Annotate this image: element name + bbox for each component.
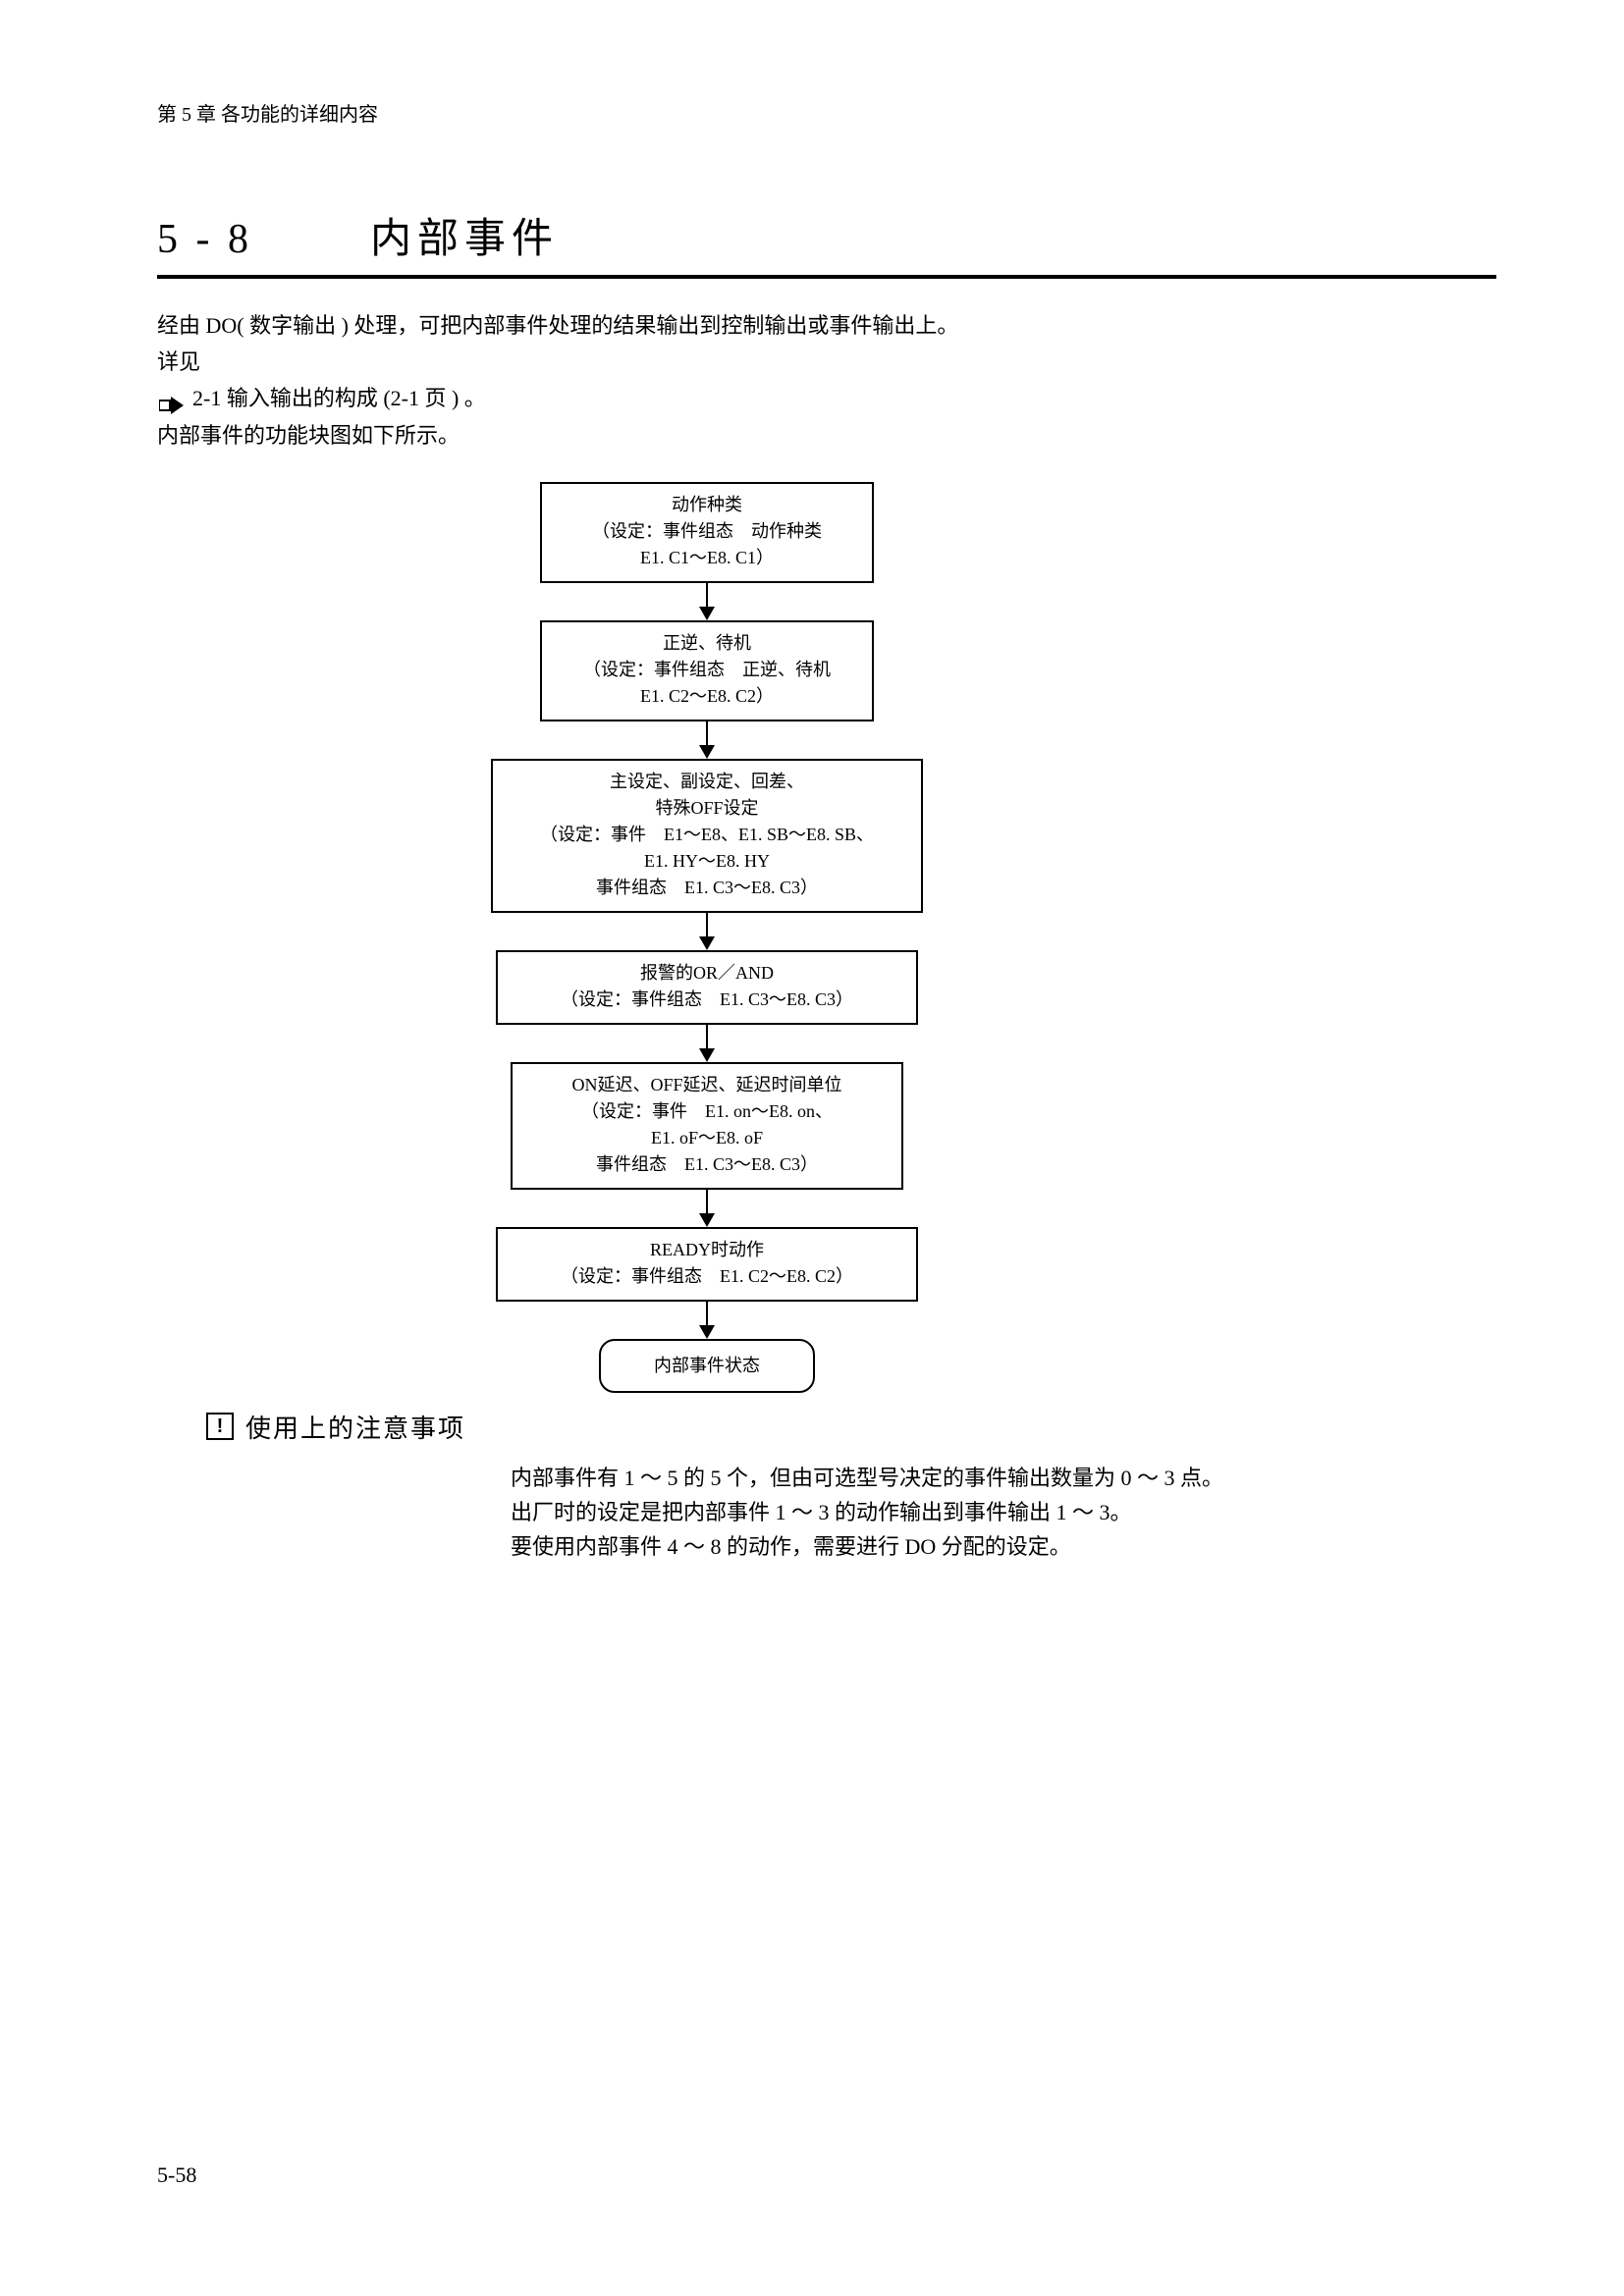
pointer-icon (157, 390, 187, 407)
flowchart-node-n1: 动作种类（设定：事件组态 动作种类E1. C1～E8. C1） (540, 482, 874, 583)
section-heading: 5 - 8 内部事件 (157, 205, 1496, 279)
intro-line-2: 详见 (157, 345, 1496, 379)
flowchart-node-line: （设定：事件 E1. on～E8. on、 (526, 1098, 888, 1125)
flowchart-node-line: 事件组态 E1. C3～E8. C3） (526, 1151, 888, 1178)
note-line: 要使用内部事件 4 ～ 8 的动作，需要进行 DO 分配的设定。 (511, 1529, 1496, 1564)
flowchart-node-line: 内部事件状态 (615, 1353, 799, 1379)
flowchart-node-line: （设定：事件组态 E1. C2～E8. C2） (512, 1263, 902, 1290)
note-body: 内部事件有 1 ～ 5 的 5 个，但由可选型号决定的事件输出数量为 0 ～ 3… (511, 1461, 1496, 1565)
flowchart-node-n3: 主设定、副设定、回差、特殊OFF设定（设定：事件 E1～E8、E1. SB～E8… (491, 759, 923, 913)
flowchart-node-n2: 正逆、待机（设定：事件组态 正逆、待机E1. C2～E8. C2） (540, 620, 874, 721)
flowchart-node-line: E1. C1～E8. C1） (556, 545, 858, 571)
note-heading: ! 使用上的注意事项 (206, 1409, 1496, 1445)
flowchart-node-line: E1. HY～E8. HY (507, 848, 907, 875)
caution-glyph: ! (217, 1415, 224, 1438)
flowchart-node-line: READY时动作 (512, 1237, 902, 1263)
flowchart-node-n7: 内部事件状态 (599, 1339, 815, 1393)
page-header: 第 5 章 各功能的详细内容 (157, 98, 1496, 127)
flowchart-node-line: 动作种类 (556, 492, 858, 518)
flowchart-node-line: （设定：事件组态 正逆、待机 (556, 657, 858, 683)
note-section: ! 使用上的注意事项 内部事件有 1 ～ 5 的 5 个，但由可选型号决定的事件… (206, 1409, 1496, 1565)
intro-line-1: 经由 DO( 数字输出 ) 处理，可把内部事件处理的结果输出到控制输出或事件输出… (157, 308, 1496, 343)
chapter-label: 第 5 章 各功能的详细内容 (157, 104, 378, 126)
flowchart-node-line: （设定：事件组态 动作种类 (556, 518, 858, 545)
flowchart-node-n6: READY时动作（设定：事件组态 E1. C2～E8. C2） (496, 1227, 918, 1302)
note-line: 出厂时的设定是把内部事件 1 ～ 3 的动作输出到事件输出 1 ～ 3。 (511, 1495, 1496, 1529)
flowchart-node-n5: ON延迟、OFF延迟、延迟时间单位（设定：事件 E1. on～E8. on、E1… (511, 1062, 903, 1190)
flowchart-node-line: E1. C2～E8. C2） (556, 683, 858, 710)
cross-reference: 2-1 输入输出的构成 (2-1 页 ) 。 (157, 381, 1496, 415)
flowchart-arrow (452, 913, 962, 950)
flowchart-arrow (452, 1190, 962, 1227)
flowchart-arrow (452, 721, 962, 759)
note-title: 使用上的注意事项 (245, 1409, 465, 1445)
flowchart-node-line: ON延迟、OFF延迟、延迟时间单位 (526, 1072, 888, 1098)
note-line: 内部事件有 1 ～ 5 的 5 个，但由可选型号决定的事件输出数量为 0 ～ 3… (511, 1461, 1496, 1495)
flowchart-node-line: （设定：事件 E1～E8、E1. SB～E8. SB、 (507, 822, 907, 848)
flowchart-arrow (452, 583, 962, 620)
flowchart-arrow (452, 1302, 962, 1339)
section-number: 5 - 8 (157, 216, 252, 263)
intro-block: 经由 DO( 数字输出 ) 处理，可把内部事件处理的结果输出到控制输出或事件输出… (157, 308, 1496, 453)
section-title: 内部事件 (370, 205, 559, 265)
page-footer: 5-58 (157, 2163, 196, 2188)
xref-text: 2-1 输入输出的构成 (2-1 页 ) 。 (192, 381, 486, 415)
flowchart-node-line: 报警的OR／AND (512, 960, 902, 987)
flowchart-node-line: 事件组态 E1. C3～E8. C3） (507, 875, 907, 901)
flowchart-node-line: 特殊OFF设定 (507, 795, 907, 822)
flowchart-node-n4: 报警的OR／AND（设定：事件组态 E1. C3～E8. C3） (496, 950, 918, 1025)
flowchart-node-line: 正逆、待机 (556, 630, 858, 657)
flowchart-arrow (452, 1025, 962, 1062)
flowchart-node-line: 主设定、副设定、回差、 (507, 769, 907, 795)
caution-icon: ! (206, 1413, 234, 1440)
flowchart: 动作种类（设定：事件组态 动作种类E1. C1～E8. C1）正逆、待机（设定：… (452, 482, 962, 1393)
flowchart-node-line: （设定：事件组态 E1. C3～E8. C3） (512, 987, 902, 1013)
intro-line-3: 内部事件的功能块图如下所示。 (157, 418, 1496, 453)
page-number: 5-58 (157, 2163, 196, 2187)
flowchart-node-line: E1. oF～E8. oF (526, 1125, 888, 1151)
